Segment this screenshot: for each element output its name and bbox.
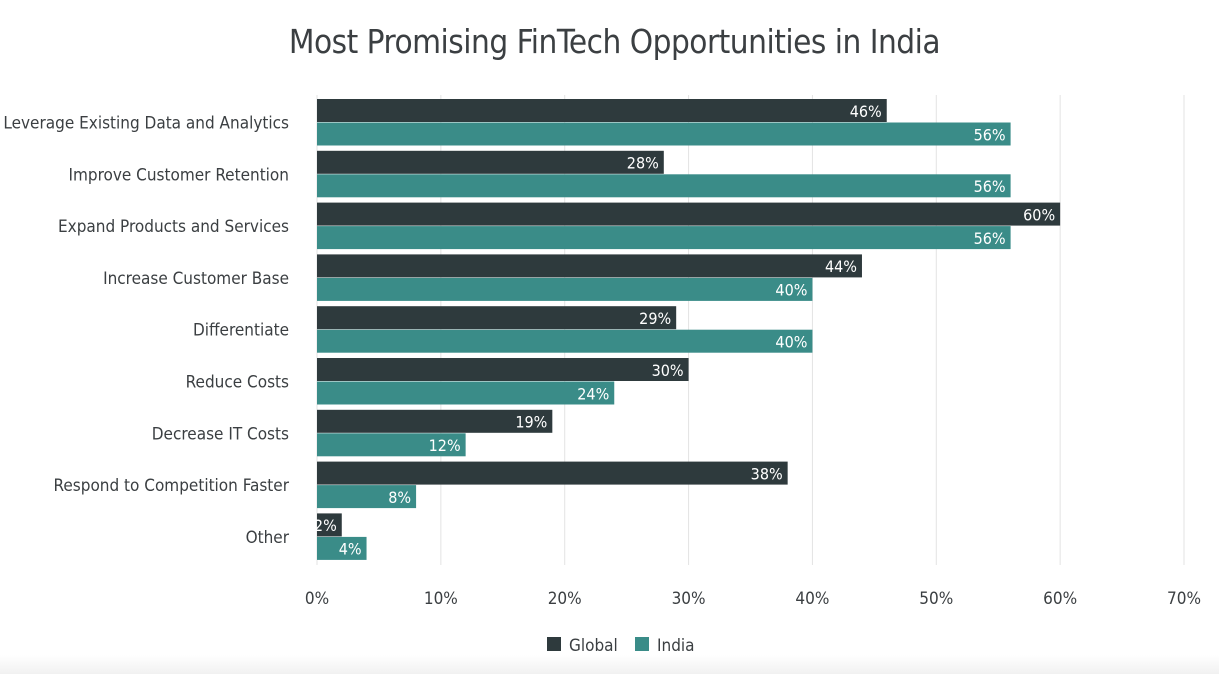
data-label-global: 28% xyxy=(627,154,659,173)
data-label-india: 12% xyxy=(429,436,461,455)
x-tick-label: 0% xyxy=(305,589,329,609)
x-tick-label: 70% xyxy=(1167,589,1201,609)
bar-global xyxy=(317,254,862,278)
data-label-india: 40% xyxy=(775,332,807,351)
bottom-shade xyxy=(0,655,1219,674)
data-label-global: 2% xyxy=(314,516,337,535)
category-label: Respond to Competition Faster xyxy=(53,476,289,496)
data-label-global: 19% xyxy=(515,413,547,432)
category-label: Decrease IT Costs xyxy=(152,424,289,444)
bar-global xyxy=(317,150,664,174)
data-label-india: 56% xyxy=(974,177,1006,196)
bars-layer xyxy=(317,99,1061,560)
category-label: Differentiate xyxy=(193,321,289,341)
bar-india xyxy=(317,485,417,509)
data-label-india: 40% xyxy=(775,281,807,300)
bar-global xyxy=(317,513,342,537)
data-label-global: 46% xyxy=(850,102,882,121)
legend-label-india: India xyxy=(657,636,695,656)
x-tick-label: 10% xyxy=(424,589,458,609)
bar-india xyxy=(317,277,813,301)
legend-layer: Global India xyxy=(547,636,695,656)
data-label-india: 8% xyxy=(388,488,411,507)
category-label: Leverage Existing Data and Analytics xyxy=(3,114,289,134)
data-label-global: 60% xyxy=(1023,205,1055,224)
data-label-global: 38% xyxy=(751,464,783,483)
bar-india xyxy=(317,122,1011,146)
data-label-global: 44% xyxy=(825,257,857,276)
legend-swatch-india xyxy=(635,637,649,651)
chart-title: Most Promising FinTech Opportunities in … xyxy=(288,22,941,61)
bar-india xyxy=(317,433,466,457)
category-label: Increase Customer Base xyxy=(103,269,289,289)
x-tick-label: 30% xyxy=(672,589,706,609)
category-label: Expand Products and Services xyxy=(58,217,289,237)
bar-india xyxy=(317,226,1011,250)
data-label-global: 29% xyxy=(639,309,671,328)
data-label-india: 56% xyxy=(974,229,1006,248)
x-tick-label: 20% xyxy=(548,589,582,609)
x-tick-label: 40% xyxy=(795,589,829,609)
category-label: Reduce Costs xyxy=(186,373,289,393)
data-label-india: 56% xyxy=(974,125,1006,144)
bar-global xyxy=(317,202,1061,226)
bar-global xyxy=(317,409,553,433)
category-label: Other xyxy=(246,528,290,548)
bar-global xyxy=(317,306,677,330)
axis-layer: 0% 10% 20% 30% 40% 50% 60% 70% Leverage Existing… xyxy=(3,114,1201,610)
data-label-global: 30% xyxy=(652,361,684,380)
legend-swatch-global xyxy=(547,637,561,651)
bar-global xyxy=(317,461,788,485)
bar-india xyxy=(317,381,615,405)
data-label-india: 4% xyxy=(339,540,362,559)
x-tick-label: 50% xyxy=(919,589,953,609)
data-label-india: 24% xyxy=(577,384,609,403)
legend-label-global: Global xyxy=(569,636,618,656)
bar-india xyxy=(317,174,1011,198)
bar-global xyxy=(317,358,689,381)
bar-global xyxy=(317,99,887,122)
bar-india xyxy=(317,536,367,560)
category-label: Improve Customer Retention xyxy=(68,165,289,185)
x-tick-label: 60% xyxy=(1043,589,1077,609)
bar-india xyxy=(317,329,813,353)
labels-layer: 46% 56% 28% 56% 60% 56% 44% 40% 29% 40% 30% 24% 19% 1… xyxy=(314,102,1055,559)
